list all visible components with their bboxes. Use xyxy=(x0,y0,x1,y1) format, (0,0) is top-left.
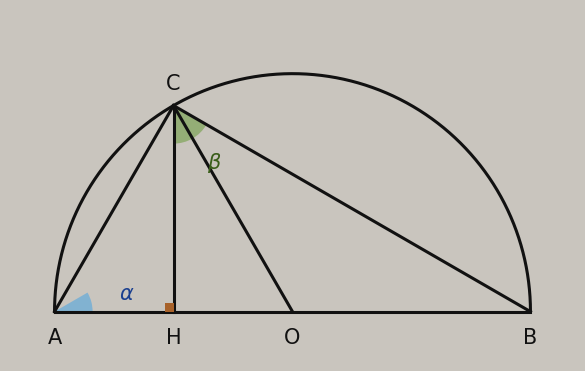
Text: H: H xyxy=(166,328,181,348)
Text: α: α xyxy=(119,285,133,304)
Text: B: B xyxy=(524,328,538,348)
Text: C: C xyxy=(166,73,181,93)
Wedge shape xyxy=(174,105,207,144)
Bar xyxy=(165,303,174,312)
Text: β: β xyxy=(207,153,220,173)
Wedge shape xyxy=(54,293,92,312)
Text: A: A xyxy=(47,328,61,348)
Text: O: O xyxy=(284,328,301,348)
